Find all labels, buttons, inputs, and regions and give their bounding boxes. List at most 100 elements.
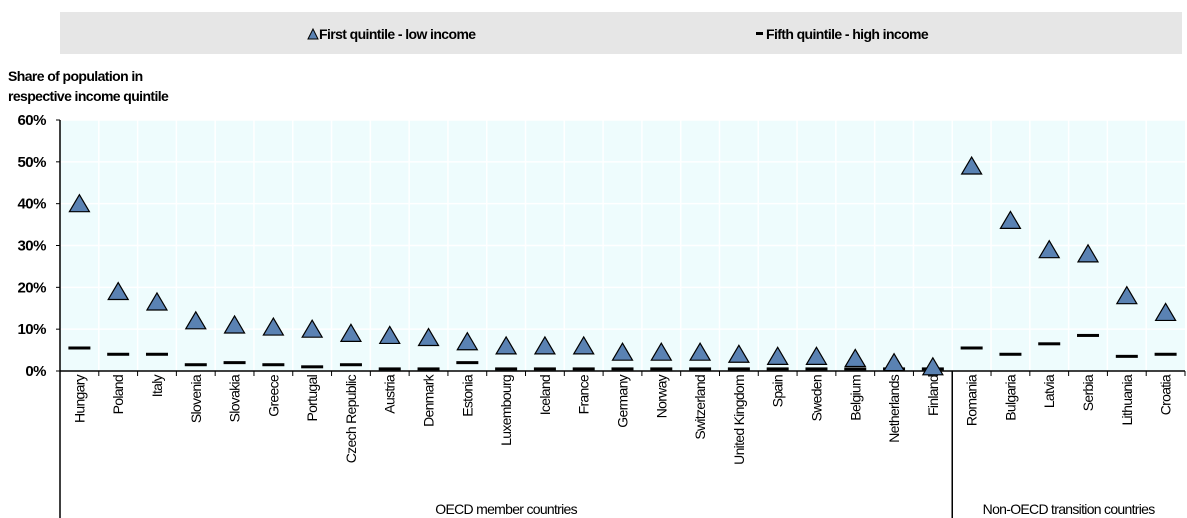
first-quintile-marker <box>611 341 634 361</box>
y-axis-title: Share of population in respective income… <box>8 66 169 106</box>
category-label: Poland <box>110 375 126 414</box>
y-axis-title-line-1: Share of population in <box>8 68 143 84</box>
fifth-quintile-marker <box>339 363 362 367</box>
category-label: Slovakia <box>227 374 243 422</box>
category-label: Denmark <box>421 373 437 427</box>
fifth-quintile-marker <box>572 367 595 371</box>
first-quintile-marker <box>107 281 130 301</box>
fifth-quintile-marker <box>378 367 401 371</box>
category-label: Serbia <box>1080 374 1096 411</box>
fifth-quintile-marker <box>533 367 556 371</box>
fifth-quintile-marker <box>223 361 246 365</box>
y-tick-label: 0% <box>25 363 46 380</box>
first-quintile-marker <box>1076 243 1100 263</box>
first-quintile-marker <box>262 316 285 336</box>
legend-dash-marker <box>756 32 763 35</box>
first-quintile-marker <box>378 325 401 345</box>
fifth-quintile-marker <box>611 367 634 371</box>
category-label: Hungary <box>71 374 87 423</box>
first-quintile-marker <box>921 356 944 376</box>
fifth-quintile-marker <box>999 352 1022 356</box>
fifth-quintile-marker <box>766 367 789 371</box>
category-label: Greece <box>265 374 281 417</box>
fifth-quintile-marker <box>184 363 207 367</box>
fifth-quintile-marker <box>844 367 867 371</box>
category-label: Sweden <box>808 375 824 421</box>
legend: First quintile - low income Fifth quinti… <box>307 26 929 42</box>
first-quintile-marker <box>301 318 324 338</box>
first-quintile-marker <box>689 341 712 361</box>
fifth-quintile-marker <box>262 363 285 367</box>
y-tick-label: 30% <box>17 238 46 255</box>
first-quintile-marker <box>417 327 440 347</box>
first-quintile-marker <box>650 341 673 361</box>
category-label: Norway <box>653 374 669 418</box>
category-label: Slovenia <box>188 374 204 423</box>
category-label: Austria <box>382 374 398 414</box>
category-label: Finland <box>925 375 941 416</box>
group-label: OECD member countries <box>435 501 577 517</box>
first-quintile-marker <box>184 310 207 330</box>
category-label: Iceland <box>537 375 553 415</box>
first-quintile-marker <box>223 314 246 334</box>
y-tick-label: 40% <box>17 196 46 213</box>
category-label: Portugal <box>304 374 320 421</box>
category-label: Netherlands <box>886 374 902 442</box>
fifth-quintile-marker <box>145 352 168 356</box>
category-label: Latvia <box>1041 374 1057 408</box>
group-label: Non-OECD transition countries <box>983 501 1156 517</box>
plot-area: 0% 10% 20% 30% 40% 50% 60% Hungary Poland Italy Sl… <box>17 112 1186 518</box>
fifth-quintile-marker <box>727 367 750 371</box>
category-label: Spain <box>770 375 786 407</box>
fifth-quintile-marker <box>689 367 712 371</box>
y-tick-label: 10% <box>17 321 46 338</box>
category-label: Czech Republic <box>343 374 359 463</box>
legend-fifth-quintile-label: Fifth quintile - high income <box>766 26 929 42</box>
first-quintile-marker <box>495 335 518 355</box>
fifth-quintile-marker <box>1154 352 1177 356</box>
category-label: Estonia <box>459 374 475 417</box>
fifth-quintile-marker <box>1038 342 1061 346</box>
category-label: Croatia <box>1158 374 1174 415</box>
fifth-quintile-marker <box>456 361 479 365</box>
fifth-quintile-marker <box>960 346 983 350</box>
category-label: Bulgaria <box>1002 374 1018 421</box>
fifth-quintile-marker <box>301 365 324 369</box>
fifth-quintile-marker <box>495 367 518 371</box>
fifth-quintile-marker <box>1077 333 1100 337</box>
fifth-quintile-marker <box>68 346 91 350</box>
y-tick-label: 50% <box>17 154 46 171</box>
first-quintile-marker <box>572 335 595 355</box>
fifth-quintile-marker <box>1115 354 1138 358</box>
first-quintile-marker <box>1115 285 1138 305</box>
category-label: Lithuania <box>1119 374 1135 425</box>
legend-first-quintile-label: First quintile - low income <box>319 26 476 42</box>
category-label: Luxembourg <box>498 375 514 446</box>
y-axis-title-line-2: respective income quintile <box>8 88 169 104</box>
first-quintile-marker <box>805 346 828 365</box>
category-label: Belgium <box>847 375 863 421</box>
first-quintile-marker <box>883 352 906 372</box>
first-quintile-marker <box>960 155 983 175</box>
first-quintile-marker <box>844 348 867 368</box>
first-quintile-marker <box>1154 302 1177 322</box>
category-label: Italy <box>149 374 165 397</box>
first-quintile-marker <box>766 346 789 365</box>
category-label: Switzerland <box>692 375 708 440</box>
first-quintile-marker <box>68 193 91 213</box>
y-tick-label: 20% <box>17 279 46 296</box>
fifth-quintile-marker <box>650 367 673 371</box>
first-quintile-marker <box>999 210 1022 229</box>
fifth-quintile-marker <box>417 367 440 371</box>
first-quintile-marker <box>339 323 362 342</box>
first-quintile-marker <box>727 344 750 363</box>
fifth-quintile-marker <box>107 352 130 356</box>
first-quintile-marker <box>533 335 556 355</box>
category-label: Romania <box>964 374 980 426</box>
category-label: France <box>576 374 592 414</box>
y-tick-label: 60% <box>17 112 46 129</box>
first-quintile-marker <box>145 291 169 311</box>
legend-triangle-marker <box>307 27 319 40</box>
legend-background <box>60 12 1182 54</box>
